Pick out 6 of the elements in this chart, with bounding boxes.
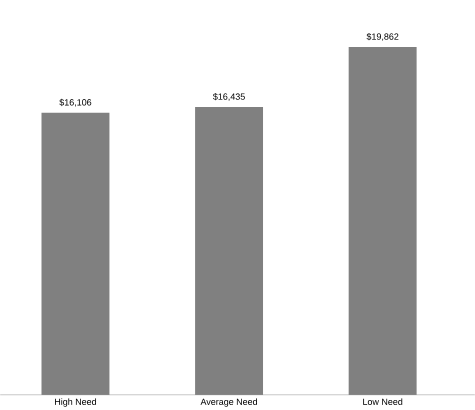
data-label: $19,862	[366, 33, 398, 41]
data-label: $16,435	[212, 93, 245, 101]
data-label: $16,106	[59, 98, 92, 107]
x-tick-label: Low Need	[363, 398, 402, 405]
x-tick-label: Average Need	[200, 398, 258, 407]
x-tick-label: High Need	[55, 398, 96, 407]
